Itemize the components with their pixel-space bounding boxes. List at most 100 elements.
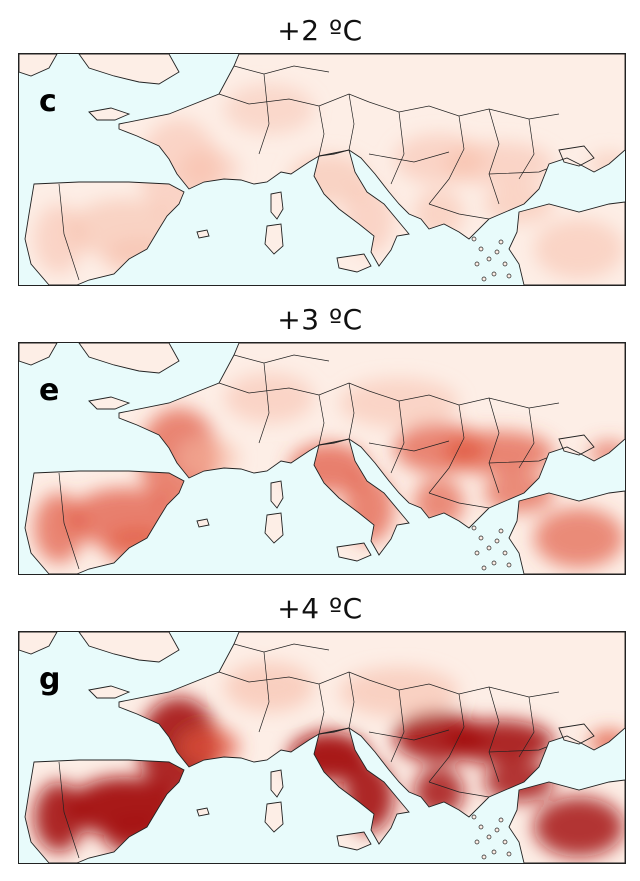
- country-border: [518, 118, 535, 180]
- coastline: [313, 438, 410, 556]
- country-border: [518, 407, 535, 469]
- country-border: [233, 643, 330, 653]
- land-balearic: [197, 519, 209, 527]
- panel-title: +4 ºC: [277, 592, 363, 625]
- land-balearic: [197, 808, 209, 816]
- country-border: [318, 394, 325, 446]
- island: [494, 249, 500, 255]
- country-border: [428, 492, 490, 509]
- europe-map: [19, 343, 625, 574]
- map-frame: e: [18, 342, 626, 575]
- island: [491, 560, 497, 566]
- coastline: [88, 396, 131, 410]
- map-frame: c: [18, 53, 626, 286]
- island: [498, 239, 504, 245]
- heat-hotspot: [444, 720, 554, 764]
- country-borders: [58, 643, 565, 859]
- country-border: [348, 93, 355, 151]
- coastlines: [19, 343, 625, 574]
- coastline: [264, 223, 284, 255]
- island: [498, 528, 504, 534]
- panel-letter: g: [39, 662, 61, 697]
- country-border: [390, 689, 405, 763]
- heat-hotspot: [444, 431, 554, 475]
- country-border: [368, 151, 450, 163]
- coastline: [196, 229, 210, 239]
- coastline: [508, 779, 625, 863]
- country-border: [518, 696, 535, 758]
- coastline: [78, 343, 180, 374]
- heat-hotspot: [444, 142, 554, 186]
- land-britain: [79, 343, 179, 373]
- country-border: [233, 65, 330, 75]
- coastline: [19, 632, 58, 655]
- island: [502, 839, 508, 845]
- country-border: [390, 400, 405, 474]
- heat-hotspot: [534, 219, 624, 279]
- island: [498, 817, 504, 823]
- island: [478, 535, 484, 541]
- land-ireland-edge: [19, 343, 57, 365]
- island: [474, 839, 480, 845]
- coastline: [88, 685, 131, 699]
- island: [478, 246, 484, 252]
- europe-map: [19, 632, 625, 863]
- coastline: [118, 54, 625, 240]
- island: [474, 261, 480, 267]
- coastline: [336, 831, 372, 851]
- country-border: [488, 108, 500, 205]
- land-ireland-edge: [19, 54, 57, 76]
- coastline: [270, 769, 284, 798]
- coastline: [88, 107, 131, 121]
- land-sicily: [337, 254, 371, 272]
- land-sardinia: [265, 802, 283, 832]
- heat-hotspot: [224, 662, 314, 712]
- land-sicily: [337, 832, 371, 850]
- island: [471, 236, 477, 242]
- country-border: [428, 781, 490, 798]
- coastline: [24, 470, 185, 574]
- country-borders: [58, 354, 565, 570]
- island: [481, 276, 487, 282]
- land-britain: [79, 54, 179, 84]
- coastline: [118, 343, 625, 529]
- country-border: [218, 93, 370, 107]
- coastline: [558, 434, 595, 456]
- land-crimea: [559, 435, 594, 455]
- island: [471, 814, 477, 820]
- land-britain: [79, 632, 179, 662]
- island: [486, 545, 492, 551]
- europe-map: [19, 54, 625, 285]
- island: [486, 834, 492, 840]
- island: [491, 271, 497, 277]
- coastline: [270, 191, 284, 220]
- country-border: [233, 354, 330, 364]
- land-corsica: [271, 481, 283, 508]
- country-border: [488, 397, 500, 494]
- country-border: [428, 115, 465, 205]
- heat-hotspot: [224, 84, 314, 134]
- heat-hotspot: [224, 373, 314, 423]
- coastline: [313, 149, 410, 267]
- country-border: [318, 105, 325, 157]
- country-border: [258, 362, 270, 444]
- aegean-islands: [471, 236, 512, 282]
- island: [474, 550, 480, 556]
- land-corsica: [271, 770, 283, 797]
- coastline: [78, 632, 180, 663]
- coastline: [558, 145, 595, 167]
- coastline: [313, 727, 410, 845]
- panel-letter: e: [39, 373, 60, 408]
- aegean-islands: [471, 525, 512, 571]
- island: [494, 538, 500, 544]
- land-sardinia: [265, 513, 283, 543]
- country-border: [428, 404, 465, 494]
- land-crimea: [559, 146, 594, 166]
- panel-title: +2 ºC: [277, 14, 363, 47]
- country-border: [258, 73, 270, 155]
- country-border: [58, 183, 80, 281]
- coastline: [270, 480, 284, 509]
- coastline: [264, 512, 284, 544]
- coastline: [78, 54, 180, 85]
- country-border: [428, 203, 490, 220]
